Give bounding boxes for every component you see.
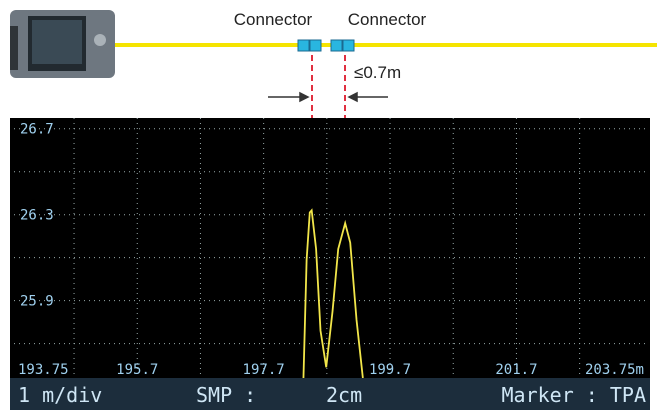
connector — [310, 40, 321, 51]
x-tick-label: 195.7 — [116, 362, 158, 378]
y-tick-label: 26.3 — [20, 208, 54, 224]
gap-label: ≤0.7m — [354, 63, 401, 82]
status-scale: 1 m/div — [18, 383, 102, 407]
connector-label: Connector — [234, 10, 313, 29]
connector — [343, 40, 354, 51]
connector-label: Connector — [348, 10, 427, 29]
x-tick-label: 201.7 — [495, 362, 537, 378]
page: Connector Connector ≤0.7m 26.7 26.3 25.9 19… — [0, 0, 657, 410]
y-tick-label: 26.7 — [20, 122, 54, 138]
otdr-device — [10, 10, 115, 78]
x-tick-label: 203.75m — [585, 362, 644, 378]
x-tick-label: 199.7 — [369, 362, 411, 378]
gap-arrows — [268, 93, 388, 101]
status-marker: Marker : TPA — [502, 383, 647, 407]
status-smp: SMP : — [196, 383, 256, 407]
x-tick-label: 197.7 — [243, 362, 285, 378]
status-smp-value: 2cm — [326, 383, 362, 407]
y-tick-label: 25.9 — [20, 294, 54, 310]
connector — [298, 40, 309, 51]
connector — [331, 40, 342, 51]
x-tick-label: 193.75 — [18, 362, 69, 378]
